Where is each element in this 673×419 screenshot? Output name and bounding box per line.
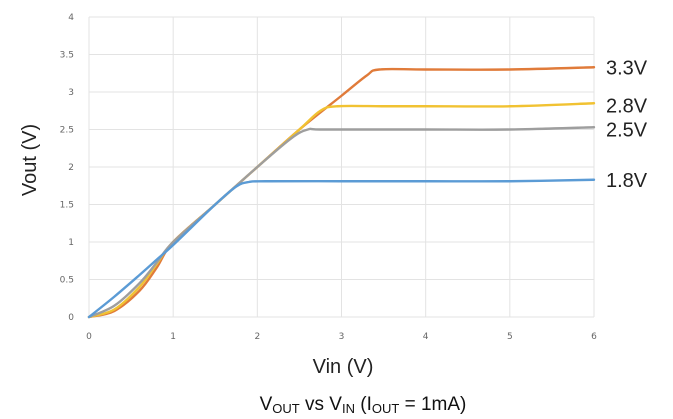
y-axis-title: Vout (V) (19, 124, 41, 196)
series-lines (87, 66, 596, 319)
series-line-2-5v (87, 126, 596, 319)
caption-vs: vs V (300, 394, 343, 415)
x-tick-label: 5 (507, 332, 513, 342)
x-tick-label: 1 (170, 332, 176, 342)
y-tick-label: 2 (68, 163, 74, 173)
series-label-2-8v: 2.8V (606, 95, 648, 117)
y-tick-label: 4 (68, 13, 74, 23)
caption-current: = 1mA) (399, 394, 466, 415)
x-tick-label: 6 (591, 332, 597, 342)
y-tick-label: 1 (68, 238, 74, 248)
series-end-labels: 3.3V 2.8V2.5V 1.8V (606, 57, 648, 192)
y-tick-label: 3 (68, 88, 74, 98)
series-label-1-8v: 1.8V (606, 170, 648, 192)
y-tick-label: 1.5 (60, 201, 74, 211)
x-tick-label: 2 (254, 332, 260, 342)
x-tick-label: 3 (339, 332, 345, 342)
caption-i: (I (355, 394, 372, 415)
caption-sub-out: OUT (272, 401, 300, 416)
series-label-2-5v: 2.5V (606, 119, 648, 141)
x-tick-label: 4 (423, 332, 429, 342)
y-tick-label: 0.5 (60, 276, 74, 286)
x-axis-title: Vin (V) (313, 356, 374, 378)
series-line-1-8v (87, 178, 596, 319)
tick-labels: 0 0.5 1 1.5 2 2.5 3 3.5 4 0 1 2 3 4 5 6 (60, 13, 597, 342)
y-tick-label: 3.5 (60, 51, 74, 61)
chart-caption: VOUT vs VIN (IOUT = 1mA) (260, 394, 467, 416)
caption-v1: V (260, 394, 273, 415)
caption-sub-out-2: OUT (372, 401, 400, 416)
series-label-3-3v: 3.3V (606, 57, 648, 79)
caption-sub-in: IN (342, 401, 355, 416)
y-tick-label: 2.5 (60, 126, 74, 136)
grid (88, 16, 595, 318)
x-tick-label: 0 (86, 332, 92, 342)
y-tick-label: 0 (68, 313, 74, 323)
